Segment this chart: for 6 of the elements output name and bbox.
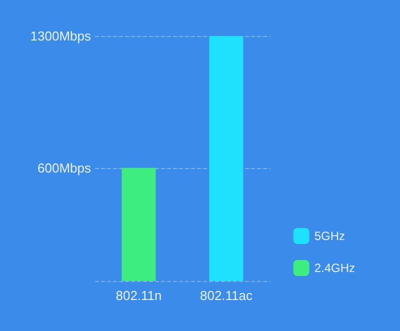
y-tick-label: 600Mbps — [38, 160, 92, 176]
legend-label: 5GHz — [314, 229, 346, 243]
y-tick-label: 1300Mbps — [30, 28, 92, 44]
x-tick-label: 802.11n — [116, 288, 162, 303]
x-tick-label: 802.11ac — [200, 288, 254, 303]
legend-label: 2.4GHz — [314, 261, 356, 275]
